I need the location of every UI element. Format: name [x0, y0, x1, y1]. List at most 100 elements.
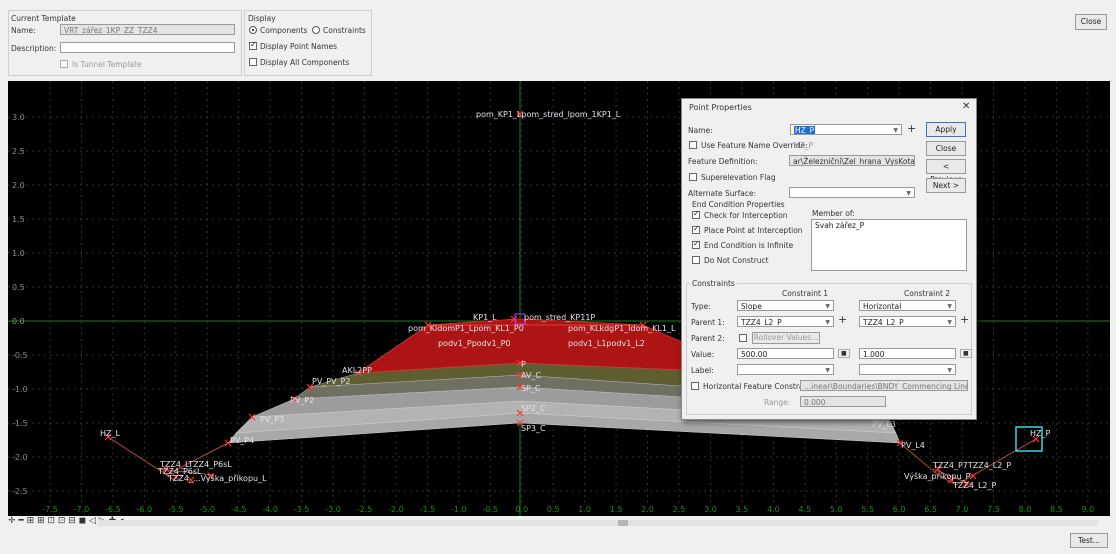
type2-value: Horizontal	[863, 302, 902, 311]
type-label: Type:	[691, 302, 711, 311]
view-tools-icons[interactable]: ✛ ━ ⊞ ⊞ ⊡ ⊡ ⊟ ◼ ◁ ▷ ✚ ◂	[8, 516, 124, 526]
right-end-condition[interactable]	[899, 438, 1037, 486]
y-tick-label: 2.0	[12, 181, 25, 190]
member-of-list[interactable]: Svah zářez_P	[811, 219, 967, 271]
apply-button[interactable]: Apply	[926, 122, 966, 137]
x-tick-label: -4.0	[262, 505, 278, 514]
feature-override-checkbox[interactable]	[689, 141, 697, 149]
chevron-down-icon: ▼	[947, 303, 952, 310]
y-tick-labels: 3.0 2.5 2.0 1.5 1.0 0.5 0.0 -0.5 -1.0 -1.5 -2.0 -2.…	[12, 113, 28, 496]
point-sp-c[interactable]	[516, 383, 524, 391]
chevron-down-icon: ▼	[906, 190, 911, 197]
alternate-surface-combo[interactable]: ▼	[789, 187, 915, 198]
point-kp1-l[interactable]	[510, 315, 518, 323]
point-kldom-l[interactable]	[424, 321, 432, 329]
feature-definition-field[interactable]: ar\Železniční\Zel_hrana_VysKota	[789, 155, 915, 166]
type2-combo[interactable]: Horizontal ▼	[859, 300, 956, 311]
label-pv-l4: PV_L4	[901, 441, 925, 450]
point-sp3-c[interactable]	[516, 419, 524, 427]
feature-definition-value: ar\Železniční\Zel_hrana_VysKota	[793, 157, 915, 166]
horizontal-scrollbar[interactable]	[98, 520, 1098, 526]
point-pv-l4[interactable]	[896, 439, 904, 447]
chevron-down-icon: ▼	[947, 319, 952, 326]
ballast-component[interactable]	[356, 318, 754, 374]
point-tzz-r[interactable]	[934, 465, 977, 488]
point-hz-p[interactable]	[1032, 435, 1040, 443]
point-tzz-l[interactable]	[162, 465, 215, 484]
point-hz-l[interactable]	[104, 433, 112, 441]
value1-pick-icon[interactable]: ■	[838, 349, 850, 358]
origin-marker	[514, 313, 526, 325]
infinite-label: End Condition is Infinite	[704, 241, 794, 250]
x-tick-label: 6.0	[893, 505, 906, 514]
display-point-names-checkbox[interactable]	[249, 40, 257, 50]
pick-parent1-c2-icon[interactable]: +	[960, 313, 970, 326]
point-name-combo[interactable]: HZ_P ▼	[790, 124, 902, 135]
label2-combo[interactable]: ▼	[859, 364, 956, 375]
rollover-values-button[interactable]: Rollover Values...	[752, 332, 820, 344]
label1-combo[interactable]: ▼	[737, 364, 834, 375]
point-kldom-r[interactable]	[639, 321, 647, 329]
check-interception-checkbox[interactable]	[692, 209, 700, 219]
infinite-checkbox[interactable]	[692, 239, 700, 249]
close-button[interactable]: Close	[1075, 14, 1107, 30]
x-tick-label: -1.0	[451, 505, 467, 514]
left-end-condition[interactable]	[107, 436, 229, 482]
template-name-field[interactable]: VRT_zářez_1KP_ZZ_TZZ4	[60, 24, 235, 35]
hfc-checkbox[interactable]	[691, 382, 699, 390]
point-av-c[interactable]	[516, 371, 524, 379]
view-toolbar: ✛ ━ ⊞ ⊞ ⊡ ⊡ ⊟ ◼ ◁ ▷ ✚ ◂	[8, 516, 1110, 529]
point-pv-p2[interactable]	[290, 395, 298, 403]
value2-pick-icon[interactable]: ■	[960, 349, 972, 358]
point-markers[interactable]	[104, 110, 977, 488]
label-sp3-c: SP3_C	[521, 424, 546, 433]
feature-override-value: HZ_P	[794, 141, 814, 150]
point-akl[interactable]	[354, 369, 362, 377]
point-pv-pv[interactable]	[306, 383, 314, 391]
x-tick-label: 3.0	[704, 505, 717, 514]
selected-point-hz-p[interactable]	[1015, 426, 1043, 452]
components-radio[interactable]	[249, 26, 257, 34]
scrollbar-thumb[interactable]	[618, 520, 628, 526]
name-label: Name:	[11, 26, 36, 35]
display-all-components-checkbox[interactable]	[249, 58, 257, 66]
do-not-construct-checkbox[interactable]	[692, 256, 700, 264]
constraints-radio[interactable]	[312, 26, 320, 34]
superelevation-checkbox[interactable]	[689, 173, 697, 181]
parent2-checkbox[interactable]	[739, 334, 747, 342]
point-top[interactable]	[516, 110, 524, 118]
x-tick-label: -3.0	[325, 505, 341, 514]
parent1-c1-combo[interactable]: TZZ4_L2_P ▼	[737, 316, 834, 327]
template-canvas[interactable]: pom_KP1_Lpom_stred_lpom_1KP1_L KP1_L pom…	[8, 81, 1110, 516]
dialog-close-icon[interactable]: ✕	[962, 101, 971, 112]
label-tzz-r1: TZZ4_P7TZZ4_L2_P	[932, 461, 1011, 470]
place-point-checkbox[interactable]	[692, 224, 700, 234]
superelevation-label: Superelevation Flag	[701, 173, 776, 182]
x-tick-label: -5.0	[199, 505, 215, 514]
range-field[interactable]: 0.000	[800, 396, 886, 407]
value2-field[interactable]: 1.000	[859, 348, 956, 359]
point-sp2-c[interactable]	[516, 409, 524, 417]
add-point-name-icon[interactable]: +	[907, 122, 917, 135]
description-label: Description:	[11, 44, 57, 53]
previous-button[interactable]: < Previous	[926, 159, 966, 184]
point-pv-p4[interactable]	[224, 439, 232, 447]
hfc-field[interactable]: ...inear\Boundaries\BNDY_Commencing Line	[800, 380, 968, 391]
x-tick-label: 4.5	[798, 505, 811, 514]
value1-field[interactable]: 500.00	[737, 348, 834, 359]
tunnel-checkbox[interactable]	[60, 60, 68, 68]
test-button[interactable]: Test...	[1070, 533, 1108, 548]
label-hz-l: HZ_L	[100, 429, 120, 438]
point-pv-p3[interactable]	[248, 413, 256, 421]
check-interception-label: Check for Interception	[704, 211, 788, 220]
chevron-down-icon: ▼	[825, 303, 830, 310]
description-field[interactable]	[60, 42, 235, 53]
pick-parent1-c1-icon[interactable]: +	[838, 313, 848, 326]
hfc-label: Horizontal Feature Constraint	[703, 382, 814, 391]
dialog-close-button[interactable]: Close	[926, 141, 966, 156]
point-p[interactable]	[516, 359, 524, 367]
parent1-c2-combo[interactable]: TZZ4_L2_P ▼	[859, 316, 956, 327]
label-tzz-l2: TZZ4_P6sL	[157, 467, 202, 476]
next-button[interactable]: Next >	[926, 178, 966, 193]
type1-combo[interactable]: Slope ▼	[737, 300, 834, 311]
